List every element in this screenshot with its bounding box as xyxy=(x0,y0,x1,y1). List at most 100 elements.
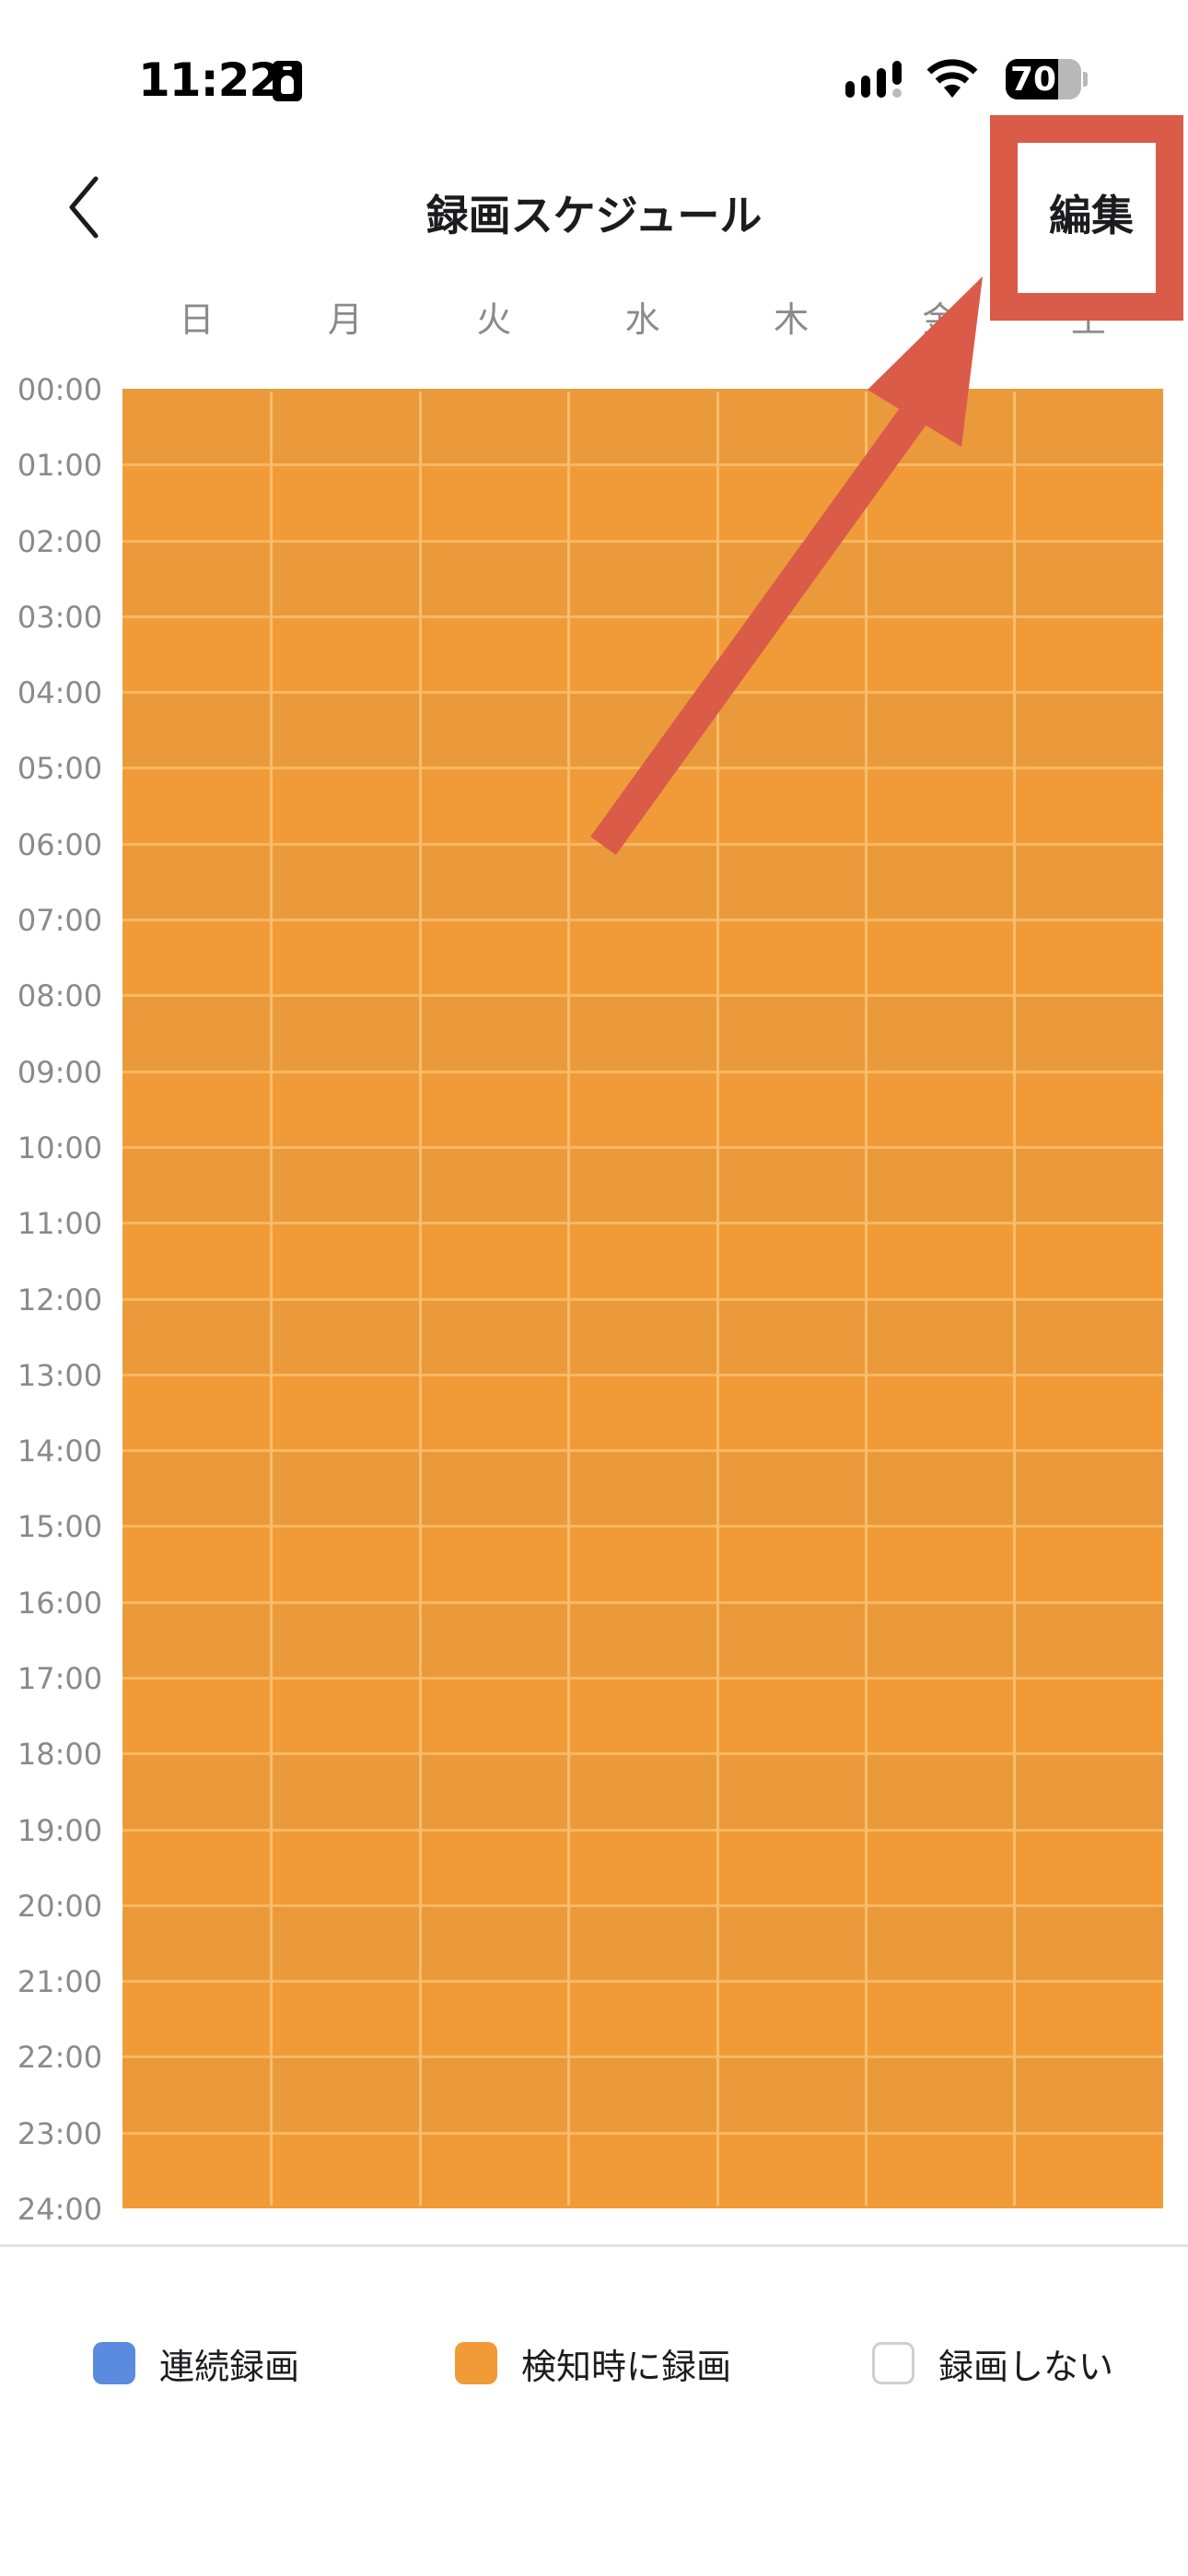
schedule-cell[interactable] xyxy=(568,692,717,768)
schedule-cell[interactable] xyxy=(1014,1223,1163,1299)
schedule-cell[interactable] xyxy=(568,1450,717,1527)
schedule-cell[interactable] xyxy=(866,995,1015,1071)
schedule-cell[interactable] xyxy=(568,1298,717,1375)
schedule-cell[interactable] xyxy=(716,540,866,616)
schedule-cell[interactable] xyxy=(866,2056,1015,2133)
schedule-cell[interactable] xyxy=(568,2056,717,2133)
schedule-cell[interactable] xyxy=(122,1753,272,1830)
schedule-cell[interactable] xyxy=(419,2132,569,2208)
schedule-cell[interactable] xyxy=(1014,995,1163,1071)
schedule-cell[interactable] xyxy=(271,1374,420,1451)
schedule-cell[interactable] xyxy=(1014,540,1163,616)
schedule-cell[interactable] xyxy=(716,2056,866,2133)
schedule-cell[interactable] xyxy=(271,389,420,465)
schedule-cell[interactable] xyxy=(716,995,866,1071)
schedule-cell[interactable] xyxy=(716,1298,866,1375)
schedule-cell[interactable] xyxy=(1014,1981,1163,2057)
schedule-cell[interactable] xyxy=(716,1146,866,1224)
schedule-cell[interactable] xyxy=(568,1904,717,1982)
schedule-cell[interactable] xyxy=(716,615,866,693)
schedule-cell[interactable] xyxy=(271,1223,420,1299)
schedule-cell[interactable] xyxy=(568,464,717,541)
schedule-cell[interactable] xyxy=(122,615,272,693)
schedule-cell[interactable] xyxy=(419,995,569,1071)
schedule-cell[interactable] xyxy=(716,919,866,996)
schedule-cell[interactable] xyxy=(419,919,569,996)
schedule-cell[interactable] xyxy=(1014,1450,1163,1527)
schedule-cell[interactable] xyxy=(716,1374,866,1451)
schedule-cell[interactable] xyxy=(866,1298,1015,1375)
schedule-cell[interactable] xyxy=(866,540,1015,616)
schedule-cell[interactable] xyxy=(419,1374,569,1451)
schedule-cell[interactable] xyxy=(866,389,1015,465)
schedule-cell[interactable] xyxy=(122,1981,272,2057)
schedule-cell[interactable] xyxy=(1014,1526,1163,1602)
schedule-cell[interactable] xyxy=(271,2132,420,2208)
schedule-cell[interactable] xyxy=(1014,2056,1163,2133)
schedule-cell[interactable] xyxy=(271,1601,420,1678)
schedule-cell[interactable] xyxy=(419,2056,569,2133)
schedule-cell[interactable] xyxy=(122,389,272,465)
schedule-cell[interactable] xyxy=(1014,843,1163,920)
schedule-cell[interactable] xyxy=(419,1298,569,1375)
schedule-cell[interactable] xyxy=(419,1829,569,1905)
schedule-cell[interactable] xyxy=(271,615,420,693)
schedule-cell[interactable] xyxy=(271,540,420,616)
schedule-cell[interactable] xyxy=(1014,1298,1163,1375)
schedule-cell[interactable] xyxy=(866,1829,1015,1905)
schedule-cell[interactable] xyxy=(1014,615,1163,693)
schedule-cell[interactable] xyxy=(271,692,420,768)
schedule-grid[interactable] xyxy=(122,389,1163,2208)
schedule-cell[interactable] xyxy=(866,1450,1015,1527)
schedule-cell[interactable] xyxy=(716,1450,866,1527)
schedule-cell[interactable] xyxy=(419,540,569,616)
schedule-cell[interactable] xyxy=(419,1526,569,1602)
schedule-cell[interactable] xyxy=(716,1981,866,2057)
schedule-cell[interactable] xyxy=(716,1071,866,1147)
schedule-cell[interactable] xyxy=(419,389,569,465)
schedule-cell[interactable] xyxy=(1014,1601,1163,1678)
schedule-cell[interactable] xyxy=(568,1374,717,1451)
schedule-cell[interactable] xyxy=(568,843,717,920)
schedule-cell[interactable] xyxy=(1014,919,1163,996)
schedule-cell[interactable] xyxy=(866,692,1015,768)
schedule-cell[interactable] xyxy=(122,1601,272,1678)
schedule-cell[interactable] xyxy=(866,1223,1015,1299)
schedule-cell[interactable] xyxy=(122,1677,272,1754)
schedule-cell[interactable] xyxy=(716,389,866,465)
schedule-cell[interactable] xyxy=(122,2132,272,2208)
schedule-cell[interactable] xyxy=(271,1450,420,1527)
schedule-cell[interactable] xyxy=(716,1526,866,1602)
schedule-cell[interactable] xyxy=(271,1981,420,2057)
schedule-cell[interactable] xyxy=(866,464,1015,541)
schedule-cell[interactable] xyxy=(716,843,866,920)
schedule-cell[interactable] xyxy=(866,1753,1015,1830)
schedule-cell[interactable] xyxy=(568,2132,717,2208)
schedule-cell[interactable] xyxy=(271,2056,420,2133)
schedule-cell[interactable] xyxy=(568,540,717,616)
schedule-cell[interactable] xyxy=(419,1071,569,1147)
schedule-cell[interactable] xyxy=(568,995,717,1071)
schedule-cell[interactable] xyxy=(716,464,866,541)
schedule-cell[interactable] xyxy=(1014,692,1163,768)
schedule-cell[interactable] xyxy=(1014,464,1163,541)
schedule-cell[interactable] xyxy=(419,1223,569,1299)
schedule-cell[interactable] xyxy=(568,1753,717,1830)
schedule-cell[interactable] xyxy=(866,767,1015,844)
schedule-cell[interactable] xyxy=(716,1223,866,1299)
schedule-cell[interactable] xyxy=(1014,1374,1163,1451)
schedule-cell[interactable] xyxy=(866,1601,1015,1678)
schedule-cell[interactable] xyxy=(271,995,420,1071)
schedule-cell[interactable] xyxy=(1014,767,1163,844)
schedule-cell[interactable] xyxy=(419,615,569,693)
schedule-cell[interactable] xyxy=(716,1904,866,1982)
schedule-cell[interactable] xyxy=(1014,1071,1163,1147)
schedule-cell[interactable] xyxy=(122,767,272,844)
schedule-cell[interactable] xyxy=(419,692,569,768)
schedule-cell[interactable] xyxy=(1014,1753,1163,1830)
schedule-cell[interactable] xyxy=(122,2056,272,2133)
schedule-cell[interactable] xyxy=(568,919,717,996)
schedule-cell[interactable] xyxy=(568,1526,717,1602)
schedule-cell[interactable] xyxy=(122,1829,272,1905)
schedule-cell[interactable] xyxy=(866,1677,1015,1754)
